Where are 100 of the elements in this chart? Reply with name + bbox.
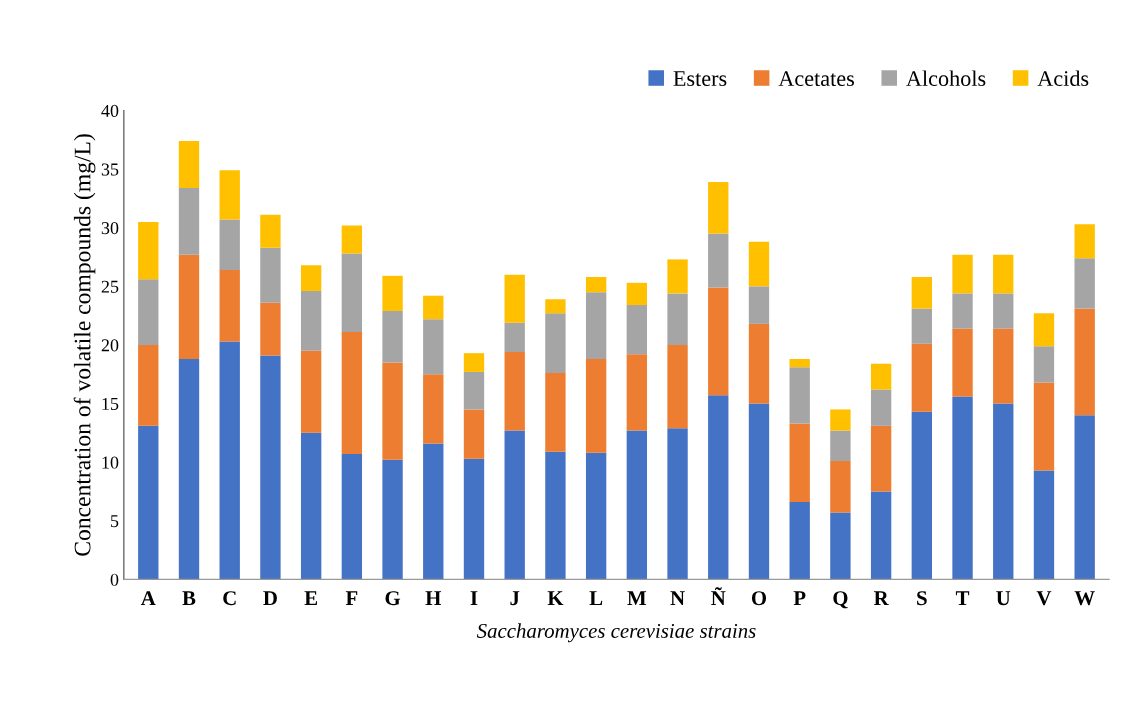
bar bbox=[1074, 224, 1095, 259]
bar bbox=[830, 430, 851, 461]
bar bbox=[341, 332, 363, 454]
bar bbox=[260, 355, 281, 580]
bar bbox=[260, 214, 281, 248]
x-tick-label: E bbox=[304, 591, 318, 605]
x-tick-label: J bbox=[510, 591, 520, 606]
y-tick-label: 40 bbox=[101, 104, 119, 117]
bar bbox=[504, 322, 525, 352]
x-tick-label: W bbox=[1074, 591, 1095, 606]
x-tick-label: L bbox=[589, 591, 603, 605]
bar bbox=[789, 367, 810, 424]
x-tick-label: C bbox=[223, 591, 236, 606]
bar bbox=[952, 328, 973, 397]
bar bbox=[463, 409, 485, 459]
bar bbox=[830, 409, 851, 431]
bar bbox=[870, 363, 892, 390]
bar bbox=[1074, 308, 1095, 416]
bar bbox=[219, 269, 240, 342]
bar bbox=[585, 292, 607, 360]
bar bbox=[748, 241, 770, 287]
bar bbox=[708, 287, 729, 396]
bar bbox=[1033, 470, 1055, 580]
bar bbox=[341, 253, 363, 333]
bar bbox=[300, 432, 322, 580]
y-tick-label: 15 bbox=[102, 397, 119, 411]
bar bbox=[789, 359, 810, 368]
bar bbox=[545, 451, 566, 580]
bar bbox=[626, 305, 648, 355]
bar bbox=[423, 443, 444, 580]
bar bbox=[382, 310, 403, 363]
y-tick-label: 30 bbox=[101, 222, 119, 235]
bar bbox=[911, 343, 933, 412]
x-tick-label: A bbox=[140, 591, 156, 605]
bar bbox=[260, 247, 281, 303]
bar bbox=[708, 233, 729, 288]
bar bbox=[423, 319, 444, 375]
bar bbox=[1033, 313, 1055, 347]
legend-label: Acetates bbox=[778, 71, 854, 87]
bar bbox=[789, 423, 810, 503]
y-tick-label: 35 bbox=[101, 163, 119, 176]
bar bbox=[300, 265, 322, 292]
bar bbox=[870, 425, 892, 492]
bar bbox=[504, 351, 525, 431]
bar bbox=[1074, 415, 1095, 580]
bar bbox=[708, 182, 729, 234]
bar bbox=[341, 225, 363, 254]
bar bbox=[911, 411, 933, 580]
bar bbox=[219, 341, 240, 580]
bar bbox=[993, 254, 1014, 294]
bar bbox=[300, 291, 322, 351]
x-tick-label: B bbox=[182, 591, 196, 606]
y-axis-title: Concentration of volatile compounds (mg/L) bbox=[73, 134, 96, 556]
bar bbox=[545, 373, 566, 452]
bar bbox=[545, 299, 566, 314]
bar bbox=[138, 425, 159, 580]
bar bbox=[178, 254, 200, 360]
x-tick-label: T bbox=[955, 591, 970, 605]
bar bbox=[993, 328, 1014, 404]
x-tick-label: O bbox=[751, 591, 767, 606]
bar bbox=[952, 293, 973, 329]
bar bbox=[830, 461, 851, 513]
bar bbox=[830, 512, 851, 580]
bar bbox=[423, 295, 444, 320]
bar bbox=[585, 276, 607, 293]
bar bbox=[911, 308, 933, 344]
y-tick-label: 25 bbox=[101, 280, 119, 293]
y-tick-label: 20 bbox=[101, 339, 119, 352]
x-tick-label: N bbox=[670, 591, 685, 605]
x-tick-label: P bbox=[793, 591, 806, 605]
bar bbox=[870, 491, 892, 580]
bar bbox=[463, 353, 485, 372]
bar bbox=[748, 323, 770, 404]
y-tick-label: 5 bbox=[111, 515, 119, 528]
bar bbox=[463, 371, 485, 410]
x-tick-label: R bbox=[873, 591, 889, 605]
x-tick-label: Ñ bbox=[711, 587, 726, 605]
bar bbox=[626, 430, 648, 580]
bar bbox=[748, 403, 770, 580]
bar bbox=[952, 254, 973, 294]
bar bbox=[585, 359, 607, 453]
bar bbox=[667, 344, 688, 429]
bar bbox=[260, 302, 281, 356]
bar bbox=[382, 459, 403, 580]
bar bbox=[138, 344, 159, 426]
bar bbox=[626, 282, 648, 306]
bar bbox=[300, 350, 322, 433]
legend-label: Alcohols bbox=[906, 70, 986, 87]
bar bbox=[178, 359, 200, 580]
bar bbox=[178, 141, 200, 188]
x-tick-label: G bbox=[385, 591, 401, 606]
bar bbox=[1033, 346, 1055, 383]
x-tick-label: S bbox=[917, 591, 927, 606]
x-tick-label: V bbox=[1036, 591, 1052, 606]
bar bbox=[423, 374, 444, 444]
bar bbox=[952, 396, 973, 580]
x-tick-label: K bbox=[547, 591, 564, 605]
bar bbox=[993, 403, 1014, 580]
bar bbox=[545, 313, 566, 374]
y-tick-label: 0 bbox=[110, 573, 119, 586]
